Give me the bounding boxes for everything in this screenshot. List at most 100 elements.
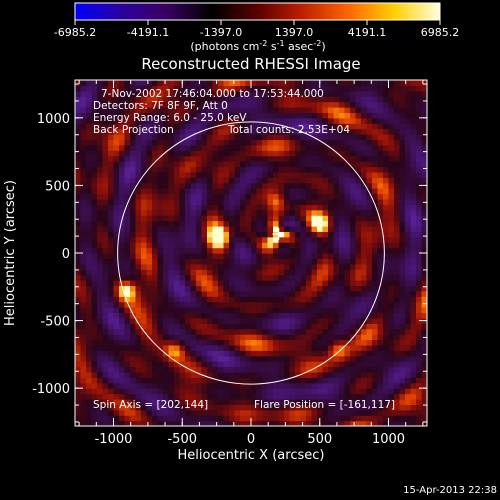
- heatmap-cell: [317, 274, 324, 281]
- heatmap-cell: [245, 90, 252, 97]
- heatmap-cell: [174, 269, 181, 276]
- heatmap-cell: [108, 312, 115, 319]
- heatmap-cell: [157, 344, 164, 351]
- heatmap-cell: [152, 377, 159, 384]
- heatmap-cell: [168, 193, 175, 200]
- heatmap-cell: [91, 393, 98, 400]
- heatmap-cell: [377, 182, 384, 189]
- heatmap-cell: [333, 112, 340, 119]
- heatmap-cell: [388, 144, 395, 151]
- heatmap-cell: [388, 188, 395, 195]
- heatmap-cell: [383, 209, 390, 216]
- heatmap-cell: [278, 171, 285, 178]
- heatmap-cell: [229, 155, 236, 162]
- heatmap-cell: [311, 204, 318, 211]
- heatmap-cell: [240, 285, 247, 292]
- heatmap-cell: [284, 188, 291, 195]
- heatmap-cell: [124, 220, 131, 227]
- heatmap-cell: [306, 371, 313, 378]
- heatmap-cell: [372, 344, 379, 351]
- heatmap-cell: [333, 307, 340, 314]
- heatmap-cell: [328, 290, 335, 297]
- heatmap-cell: [300, 247, 307, 254]
- heatmap-cell: [245, 296, 252, 303]
- heatmap-cell: [196, 328, 203, 335]
- heatmap-cell: [97, 344, 104, 351]
- heatmap-cell: [196, 393, 203, 400]
- heatmap-cell: [229, 328, 236, 335]
- heatmap-cell: [405, 155, 412, 162]
- heatmap-cell: [273, 182, 280, 189]
- heatmap-cell: [245, 334, 252, 341]
- heatmap-cell: [355, 312, 362, 319]
- heatmap-cell: [295, 112, 302, 119]
- heatmap-cell: [405, 247, 412, 254]
- heatmap-cell: [163, 161, 170, 168]
- heatmap-cell: [405, 182, 412, 189]
- heatmap-cell: [410, 134, 417, 141]
- heatmap-cell: [157, 323, 164, 330]
- heatmap-cell: [135, 344, 142, 351]
- heatmap-cell: [135, 393, 142, 400]
- heatmap-cell: [344, 371, 351, 378]
- heatmap-cell: [361, 177, 368, 184]
- heatmap-cell: [350, 177, 357, 184]
- heatmap-cell: [141, 150, 148, 157]
- heatmap-cell: [284, 393, 291, 400]
- heatmap-cell: [372, 415, 379, 422]
- heatmap-cell: [262, 155, 269, 162]
- heatmap-cell: [229, 242, 236, 249]
- heatmap-cell: [350, 263, 357, 270]
- heatmap-cell: [240, 101, 247, 108]
- heatmap-cell: [102, 355, 109, 362]
- heatmap-cell: [113, 134, 120, 141]
- heatmap-cell: [212, 139, 219, 146]
- heatmap-cell: [355, 161, 362, 168]
- heatmap-cell: [377, 198, 384, 205]
- heatmap-cell: [344, 236, 351, 243]
- heatmap-cell: [223, 171, 230, 178]
- heatmap-cell: [421, 166, 427, 173]
- heatmap-cell: [361, 85, 368, 92]
- heatmap-cell: [394, 307, 401, 314]
- heatmap-cell: [289, 328, 296, 335]
- heatmap-cell: [328, 361, 335, 368]
- heatmap-cell: [113, 220, 120, 227]
- heatmap-cell: [190, 350, 197, 357]
- heatmap-cell: [284, 198, 291, 205]
- heatmap-cell: [399, 85, 406, 92]
- heatmap-cell: [339, 301, 346, 308]
- heatmap-cell: [251, 204, 258, 211]
- heatmap-cell: [207, 258, 214, 265]
- heatmap-cell: [278, 317, 285, 324]
- heatmap-cell: [108, 204, 115, 211]
- heatmap-cell: [75, 307, 82, 314]
- heatmap-cell: [179, 334, 186, 341]
- heatmap-cell: [355, 420, 362, 426]
- heatmap-cell: [256, 209, 263, 216]
- heatmap-cell: [168, 225, 175, 232]
- heatmap-cell: [377, 290, 384, 297]
- heatmap-cell: [113, 339, 120, 346]
- heatmap-cell: [229, 312, 236, 319]
- heatmap-cell: [372, 182, 379, 189]
- heatmap-cell: [262, 209, 269, 216]
- heatmap-cell: [256, 134, 263, 141]
- heatmap-cell: [372, 274, 379, 281]
- heatmap-cell: [201, 177, 208, 184]
- heatmap-cell: [113, 117, 120, 124]
- heatmap-cell: [306, 361, 313, 368]
- heatmap-cell: [322, 274, 329, 281]
- heatmap-cell: [284, 355, 291, 362]
- heatmap-cell: [157, 355, 164, 362]
- heatmap-cell: [394, 334, 401, 341]
- heatmap-cell: [284, 263, 291, 270]
- flare-cross-marker: [272, 228, 285, 241]
- heatmap-cell: [190, 182, 197, 189]
- heatmap-cell: [416, 177, 423, 184]
- heatmap-cell: [328, 301, 335, 308]
- heatmap-cell: [300, 166, 307, 173]
- heatmap-cell: [350, 290, 357, 297]
- heatmap-cell: [229, 112, 236, 119]
- heatmap-cell: [207, 209, 214, 216]
